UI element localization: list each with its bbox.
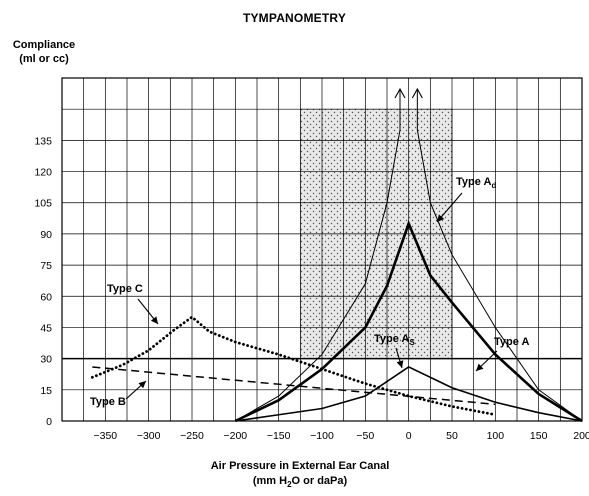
annotations: Type C Type B Type Ad Type AS Type A [90, 176, 530, 408]
x-axis-label-line2: (mm H2O or daPa) [150, 474, 450, 492]
y-tick-label: 60 [40, 291, 52, 303]
x-tick-label: 50 [446, 430, 458, 442]
x-tick-label: 200 [573, 430, 589, 442]
x-tick-labels: −350 −300 −250 −200 −150 −100 −50 0 50 100 150 200 [94, 430, 589, 442]
y-axis-label-line1: Compliance [12, 39, 76, 51]
y-axis-label-line2: (ml or cc) [19, 53, 69, 65]
x-tick-label: −250 [180, 430, 204, 442]
x-tick-label: −150 [267, 430, 291, 442]
y-tick-label: 75 [40, 260, 52, 272]
chart-title: TYMPANOMETRY [242, 11, 347, 25]
y-tick-label: 135 [34, 135, 52, 147]
series-line-type-a [234, 219, 583, 423]
y-tick-label: 120 [34, 167, 52, 179]
x-axis-label: Air Pressure in External Ear Canal (mm H… [150, 459, 450, 492]
y-tick-labels: 0 15 30 45 60 75 90 105 120 135 [34, 135, 52, 428]
x-axis-label-line1: Air Pressure in External Ear Canal [210, 460, 390, 472]
series-layer [90, 87, 583, 423]
arrowhead-icon [394, 87, 406, 99]
series-line-type-ad-left [235, 89, 401, 422]
y-tick-label: 30 [40, 354, 52, 366]
annotation-label: Type AS [374, 333, 415, 347]
y-tick-label: 45 [40, 322, 52, 334]
arrowhead-icon [138, 381, 146, 389]
arrowhead-icon [411, 87, 423, 99]
annotation-label: Type A [494, 336, 530, 348]
series-line-type-as [235, 366, 583, 422]
annotation-label: Type Ad [456, 176, 496, 190]
y-tick-label: 15 [40, 385, 52, 397]
y-axis-label: Compliance (ml or cc) [4, 38, 84, 66]
x-tick-label: 100 [487, 430, 505, 442]
y-tick-label: 90 [40, 229, 52, 241]
x-axis-label-pre: (mm H [252, 475, 288, 487]
y-tick-label: 0 [46, 416, 52, 428]
arrowhead-icon [150, 316, 158, 324]
annotation-label: Type B [90, 396, 126, 408]
arrowhead-icon [476, 363, 484, 371]
plot-frame [61, 77, 583, 422]
x-tick-label: −200 [224, 430, 248, 442]
arrowhead-icon [396, 360, 404, 368]
annotation-label: Type C [107, 283, 143, 295]
x-tick-label: −100 [310, 430, 334, 442]
x-axis-label-sub: 2 [287, 480, 292, 490]
arrowhead-icon [437, 214, 445, 222]
x-tick-label: −50 [356, 430, 374, 442]
x-tick-label: 150 [530, 430, 548, 442]
x-tick-label: −350 [94, 430, 118, 442]
y-tick-label: 105 [34, 198, 52, 210]
x-tick-label: −300 [137, 430, 161, 442]
series-line-type-b [92, 366, 496, 406]
x-axis-label-post: O or daPa) [291, 475, 348, 487]
series-line-type-ad-right [416, 89, 583, 422]
x-tick-label: 0 [406, 430, 412, 442]
